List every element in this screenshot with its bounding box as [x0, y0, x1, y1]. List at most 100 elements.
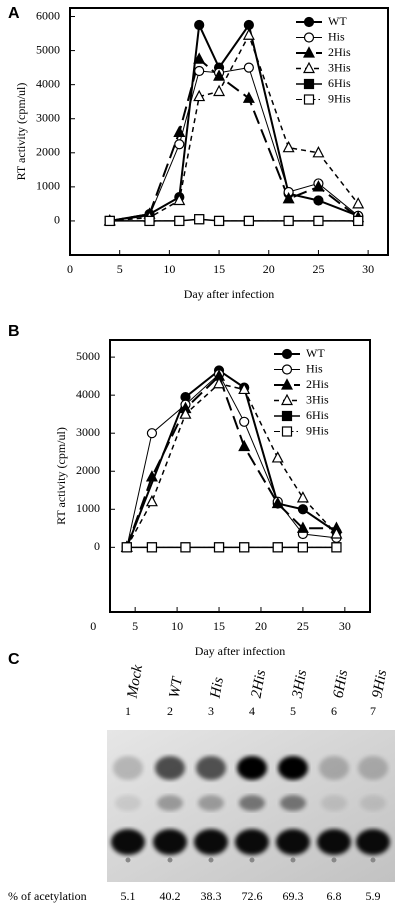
marker: [121, 542, 132, 553]
acetylated-spot-minor: [360, 795, 386, 811]
lane-number: 3: [208, 704, 214, 718]
marker: [104, 215, 115, 227]
substrate-spot: [194, 829, 228, 855]
marker: [180, 542, 191, 553]
series-line: [109, 33, 359, 222]
acetylated-spot: [113, 756, 143, 780]
legend-marker: [303, 78, 315, 90]
marker: [330, 527, 343, 539]
marker: [213, 376, 226, 389]
marker: [242, 91, 255, 103]
substrate-spot: [235, 829, 269, 855]
marker: [213, 542, 225, 553]
marker: [213, 69, 226, 81]
y-tick-label: 0: [54, 213, 60, 227]
marker: [194, 214, 205, 225]
acetylated-spot-minor: [321, 795, 347, 811]
marker: [239, 542, 250, 553]
y-tick-label: 5000: [36, 42, 60, 56]
legend-label: WT: [328, 14, 347, 28]
y-tick-label: 4000: [36, 76, 60, 90]
marker: [173, 125, 186, 137]
acetylated-spot: [358, 756, 388, 780]
y-tick-label: 2000: [76, 463, 100, 477]
x-tick-label: 25: [312, 262, 324, 276]
marker: [213, 215, 225, 227]
legend-marker: [281, 378, 293, 390]
marker: [243, 215, 254, 227]
marker: [297, 504, 309, 515]
marker: [272, 542, 283, 553]
series-line: [125, 374, 337, 548]
marker: [271, 451, 284, 463]
x-tick-label: 10: [171, 619, 183, 633]
origin-dot: [125, 857, 131, 863]
x-axis-label: Day after infection: [184, 287, 275, 301]
acetylated-spot: [237, 756, 267, 780]
lane-label: WT: [167, 674, 187, 699]
x-tick-label: 25: [297, 619, 309, 633]
marker: [213, 84, 226, 97]
acetylated-spot: [278, 756, 308, 780]
lane-label: 2His: [249, 668, 270, 699]
acetylation-value: 69.3: [283, 889, 304, 903]
marker: [271, 496, 284, 509]
legend-label: 3His: [328, 60, 351, 74]
origin-dot: [290, 857, 296, 863]
marker: [146, 542, 158, 553]
panel-label: C: [8, 651, 20, 668]
y-tick-label: 2000: [36, 145, 60, 159]
legend-marker: [303, 94, 315, 105]
acetylated-spot: [155, 756, 185, 780]
legend-label: 6His: [306, 408, 329, 422]
marker: [296, 521, 309, 533]
lane-label: His: [207, 676, 227, 700]
substrate-spot: [276, 829, 310, 855]
marker: [194, 65, 205, 77]
lane-number: 5: [290, 704, 296, 718]
acetylated-spot-minor: [198, 795, 224, 811]
x-axis-label: Day after infection: [195, 644, 286, 658]
y-tick-label: 6000: [36, 8, 60, 22]
y-tick-label: 1000: [76, 501, 100, 515]
panel-label: A: [8, 5, 20, 22]
acetylation-value: 72.6: [242, 889, 263, 903]
x-tick-label: 15: [213, 619, 225, 633]
acetylated-spot-minor: [239, 795, 265, 811]
marker: [179, 407, 192, 419]
marker: [238, 382, 251, 395]
legend-marker: [303, 61, 315, 74]
x-tick-label: 5: [117, 262, 123, 276]
origin-dot: [249, 857, 255, 863]
marker: [145, 494, 158, 507]
lane-number: 7: [370, 704, 376, 718]
x-tick-label: 30: [362, 262, 374, 276]
marker: [194, 19, 205, 31]
legend-label: His: [328, 29, 345, 43]
lane-label: Mock: [124, 663, 146, 700]
acetylated-spot-minor: [115, 795, 141, 811]
lane-number: 4: [249, 704, 255, 718]
legend-marker: [281, 348, 293, 360]
x-tick-label: 20: [255, 619, 267, 633]
marker: [243, 19, 254, 31]
y-tick-label: 3000: [36, 110, 60, 124]
marker: [243, 62, 254, 73]
x-tick-label: 20: [263, 262, 275, 276]
marker: [146, 428, 158, 439]
y-tick-label: 4000: [76, 387, 100, 401]
origin-dot: [208, 857, 214, 863]
marker: [353, 215, 364, 227]
y-tick-label: 3000: [76, 425, 100, 439]
marker: [297, 542, 309, 553]
origin-dot: [167, 857, 173, 863]
legend-marker: [281, 426, 293, 437]
acetylated-spot-minor: [280, 795, 306, 811]
marker: [239, 416, 250, 427]
marker: [144, 215, 155, 227]
series-line: [109, 21, 359, 222]
series-line: [126, 373, 337, 548]
acetylation-value: 38.3: [201, 889, 222, 903]
marker: [174, 215, 185, 227]
